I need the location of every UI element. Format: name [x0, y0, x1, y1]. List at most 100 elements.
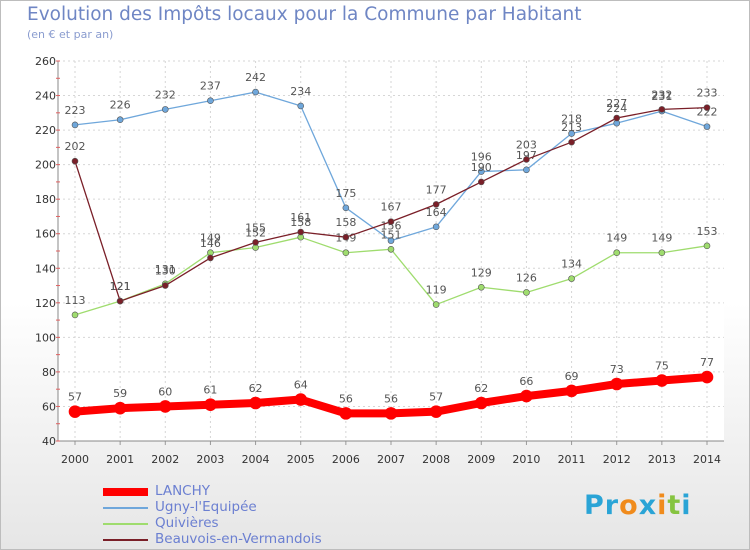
data-point — [387, 245, 395, 253]
data-label: 222 — [697, 106, 718, 119]
data-point — [297, 102, 305, 110]
data-label: 126 — [516, 271, 537, 284]
y-tick-label: 180 — [35, 193, 56, 206]
data-label: 227 — [606, 97, 627, 110]
data-label: 213 — [561, 121, 582, 134]
data-point — [474, 396, 488, 410]
x-tick-label: 2005 — [287, 453, 315, 466]
data-point — [68, 405, 82, 418]
data-label: 62 — [249, 382, 263, 395]
data-label: 57 — [429, 391, 443, 404]
x-tick-label: 2007 — [377, 453, 405, 466]
data-label: 237 — [200, 80, 221, 93]
x-tick-label: 2001 — [106, 453, 134, 466]
x-tick-label: 2006 — [332, 453, 360, 466]
data-label: 164 — [426, 206, 447, 219]
data-label: 223 — [65, 104, 86, 117]
y-tick-label: 160 — [35, 228, 56, 241]
data-point — [158, 400, 172, 413]
data-point — [339, 407, 353, 420]
logo-letter: i — [657, 490, 668, 521]
y-tick-label: 120 — [35, 297, 56, 310]
data-point — [658, 249, 666, 257]
logo-letter: r — [604, 490, 620, 521]
y-tick-label: 40 — [42, 435, 56, 448]
data-point — [71, 157, 79, 165]
data-label: 231 — [651, 90, 672, 103]
legend-swatch-lanchy — [103, 488, 148, 496]
data-label: 202 — [65, 140, 86, 153]
data-label: 62 — [474, 382, 488, 395]
data-point — [207, 254, 214, 262]
data-point — [523, 289, 530, 296]
data-label: 218 — [561, 113, 582, 126]
data-point — [700, 370, 714, 384]
y-tick-label: 200 — [35, 159, 56, 172]
data-label: 196 — [471, 151, 492, 164]
data-label: 60 — [158, 385, 172, 398]
data-point — [342, 233, 350, 241]
data-label: 167 — [381, 201, 402, 214]
data-point — [432, 301, 440, 308]
data-label: 131 — [155, 263, 176, 276]
data-label: 130 — [155, 265, 176, 278]
data-point — [477, 283, 485, 291]
data-point — [658, 106, 666, 113]
data-label: 121 — [110, 280, 131, 293]
data-point — [113, 401, 127, 415]
data-label: 242 — [245, 71, 266, 84]
data-label: 149 — [200, 232, 221, 245]
data-label: 146 — [200, 237, 221, 250]
data-point — [252, 88, 259, 96]
data-label: 151 — [381, 228, 402, 241]
x-tick-label: 2009 — [467, 453, 495, 466]
data-point — [703, 242, 711, 250]
data-label: 119 — [426, 284, 447, 297]
data-label: 59 — [113, 387, 127, 400]
x-tick-label: 2013 — [648, 453, 676, 466]
legend-label-ugny: Ugny-l'Equipée — [155, 499, 257, 515]
chart-title: Evolution des Impôts locaux pour la Comm… — [27, 4, 582, 25]
data-label: 197 — [516, 149, 537, 162]
x-tick-label: 2011 — [558, 453, 586, 466]
data-label: 233 — [697, 87, 718, 100]
data-point — [477, 178, 485, 186]
data-point — [432, 223, 440, 231]
data-point — [207, 97, 214, 105]
logo-letter: x — [638, 490, 658, 521]
y-tick-label: 220 — [35, 124, 56, 137]
y-tick-label: 100 — [35, 331, 56, 344]
data-point — [568, 138, 575, 146]
data-point — [71, 121, 79, 129]
y-tick-label: 140 — [35, 262, 56, 275]
data-label: 149 — [606, 232, 627, 245]
x-tick-label: 2000 — [61, 453, 89, 466]
data-point — [387, 218, 395, 225]
data-point — [477, 168, 485, 175]
data-label: 161 — [290, 211, 311, 224]
data-point — [161, 106, 169, 113]
data-label: 158 — [335, 216, 356, 229]
data-point — [252, 239, 259, 246]
data-label: 153 — [697, 225, 718, 238]
data-point — [523, 166, 530, 174]
data-point — [342, 249, 350, 257]
data-label: 66 — [519, 375, 533, 388]
data-label: 149 — [651, 232, 672, 245]
data-point — [520, 389, 533, 403]
data-point — [71, 311, 79, 319]
data-label: 232 — [155, 88, 176, 101]
y-tick-label: 60 — [42, 400, 56, 413]
x-tick-label: 2002 — [151, 453, 179, 466]
legend-label-lanchy: LANCHY — [155, 483, 210, 499]
x-tick-label: 2004 — [242, 453, 270, 466]
data-point — [568, 275, 575, 282]
legend-label-quivieres: Quivières — [155, 515, 219, 531]
data-point — [568, 130, 575, 137]
data-label: 75 — [655, 360, 669, 373]
data-label: 190 — [471, 161, 492, 174]
data-label: 155 — [245, 221, 266, 234]
data-label: 226 — [110, 99, 131, 112]
data-point — [384, 407, 398, 420]
